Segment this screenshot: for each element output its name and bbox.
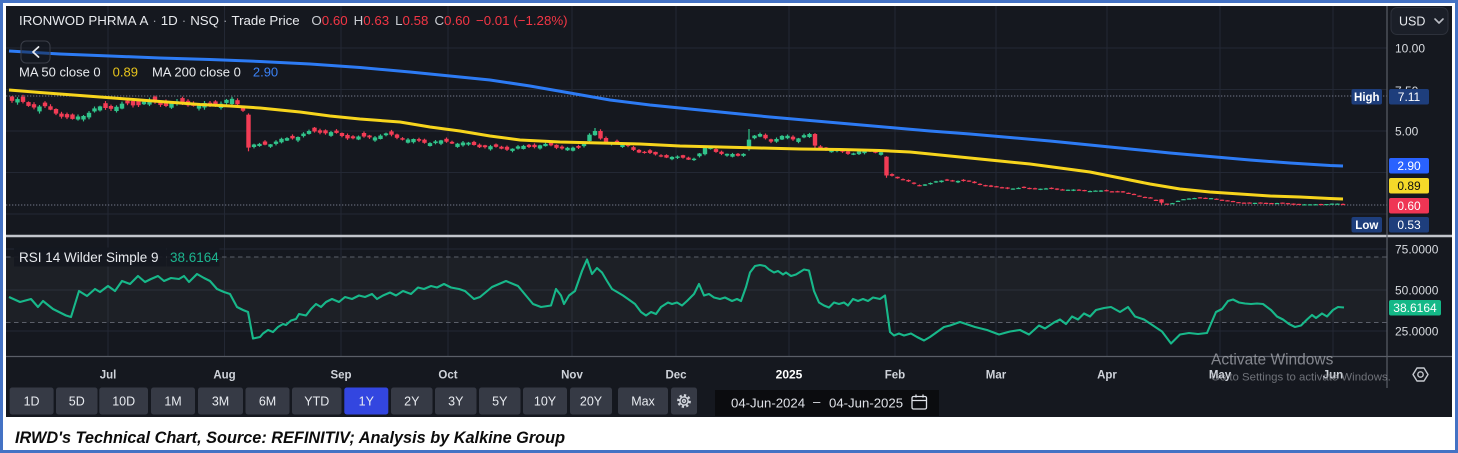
svg-text:Feb: Feb <box>885 370 905 382</box>
svg-text:Sep: Sep <box>330 370 351 382</box>
svg-text:IRWD's Technical Chart, Source: IRWD's Technical Chart, Source: REFINITI… <box>15 429 565 447</box>
svg-text:YTD: YTD <box>304 395 329 409</box>
svg-text:May: May <box>1209 370 1232 382</box>
svg-text:Jun: Jun <box>1323 370 1343 382</box>
svg-text:3M: 3M <box>212 395 229 409</box>
svg-text:RSI 14 Wilder Simple 9: RSI 14 Wilder Simple 9 <box>19 250 159 265</box>
svg-text:50.0000: 50.0000 <box>1395 284 1439 298</box>
svg-text:Dec: Dec <box>665 370 687 382</box>
svg-text:10Y: 10Y <box>534 395 557 409</box>
svg-text:Oct: Oct <box>438 370 457 382</box>
svg-text:1Y: 1Y <box>359 395 375 409</box>
svg-text:3Y: 3Y <box>448 395 464 409</box>
svg-text:Activate Windows: Activate Windows <box>1211 352 1334 369</box>
svg-text:Go to Settings to activate Win: Go to Settings to activate Windows. <box>1211 372 1391 384</box>
svg-text:2.90: 2.90 <box>1397 159 1421 173</box>
svg-text:5.00: 5.00 <box>1395 125 1419 139</box>
svg-text:–: – <box>813 394 821 409</box>
svg-text:Max: Max <box>631 395 655 409</box>
svg-text:10.00: 10.00 <box>1395 42 1425 56</box>
svg-text:04-Jun-2025: 04-Jun-2025 <box>829 396 903 411</box>
svg-text:04-Jun-2024: 04-Jun-2024 <box>731 396 805 411</box>
svg-text:10D: 10D <box>112 395 135 409</box>
svg-text:20Y: 20Y <box>580 395 603 409</box>
svg-text:Aug: Aug <box>213 370 235 382</box>
svg-text:USD: USD <box>1399 15 1425 29</box>
svg-text:38.6164: 38.6164 <box>1393 301 1437 315</box>
svg-text:2025: 2025 <box>776 368 803 382</box>
svg-text:2Y: 2Y <box>404 395 420 409</box>
svg-text:High: High <box>1354 92 1380 104</box>
svg-text:Nov: Nov <box>561 370 583 382</box>
svg-text:Apr: Apr <box>1097 370 1117 382</box>
svg-text:0.53: 0.53 <box>1397 218 1421 232</box>
svg-text:7.11: 7.11 <box>1398 90 1421 104</box>
svg-text:38.6164: 38.6164 <box>170 250 219 265</box>
svg-text:5Y: 5Y <box>492 395 508 409</box>
svg-text:0.89: 0.89 <box>1397 179 1421 193</box>
svg-text:Low: Low <box>1355 220 1378 232</box>
svg-text:0.60: 0.60 <box>1397 199 1421 213</box>
svg-text:Jul: Jul <box>100 370 117 382</box>
svg-text:75.0000: 75.0000 <box>1395 243 1439 257</box>
svg-text:5D: 5D <box>69 395 85 409</box>
svg-text:Mar: Mar <box>986 370 1007 382</box>
svg-text:1D: 1D <box>24 395 40 409</box>
svg-text:1M: 1M <box>164 395 181 409</box>
svg-text:6M: 6M <box>259 395 276 409</box>
svg-text:25.0000: 25.0000 <box>1395 325 1439 339</box>
